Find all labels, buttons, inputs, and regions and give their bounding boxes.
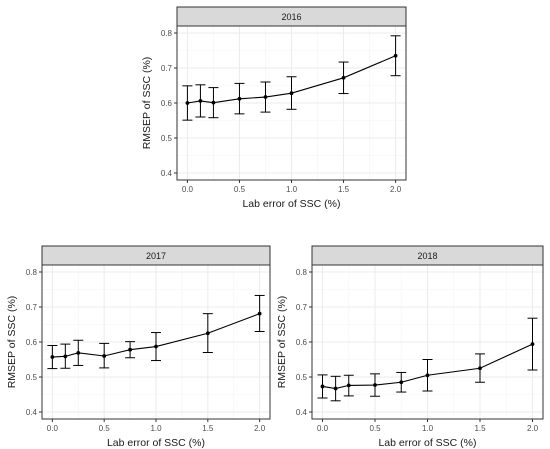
x-tick-label: 2.0: [527, 424, 539, 433]
y-tick-label: 0.5: [26, 373, 38, 382]
y-tick-label: 0.7: [161, 64, 173, 73]
x-tick-label: 2.0: [254, 424, 266, 433]
y-tick-label: 0.8: [161, 29, 173, 38]
x-tick-label: 0.5: [99, 424, 111, 433]
data-point: [333, 386, 338, 391]
y-tick-label: 0.5: [296, 373, 308, 382]
facet-strip-label: 2017: [146, 251, 166, 261]
y-tick-label: 0.8: [26, 268, 38, 277]
facet-strip-label: 2018: [417, 251, 437, 261]
x-axis-title: Lab error of SSC (%): [378, 437, 476, 449]
facet-strip: [311, 245, 544, 266]
y-axis-title: RMSEP of SSC (%): [6, 296, 18, 389]
x-axis-title: Lab error of SSC (%): [107, 437, 205, 449]
y-tick-label: 0.4: [161, 169, 173, 178]
data-point: [425, 373, 430, 378]
data-point: [346, 383, 351, 388]
x-tick-label: 0.0: [182, 185, 194, 194]
data-point: [478, 366, 482, 371]
data-point: [320, 384, 325, 389]
y-tick-label: 0.7: [26, 303, 38, 312]
data-point: [76, 350, 81, 355]
data-point: [128, 347, 132, 352]
x-tick-label: 0.5: [234, 185, 246, 194]
y-tick-label: 0.4: [26, 408, 38, 417]
y-axis-title: RMSEP of SSC (%): [141, 57, 153, 150]
facet-strip: [176, 6, 407, 27]
data-point: [154, 344, 158, 349]
data-point: [237, 96, 242, 101]
y-axis-title: RMSEP of SSC (%): [276, 296, 288, 389]
facet-strip-label: 2016: [281, 12, 301, 22]
data-point: [393, 53, 398, 58]
x-tick-label: 0.0: [47, 424, 59, 433]
x-tick-label: 1.0: [422, 424, 434, 433]
x-tick-label: 0.5: [369, 424, 381, 433]
x-tick-label: 1.5: [202, 424, 214, 433]
data-point: [263, 95, 268, 99]
y-tick-label: 0.7: [296, 303, 308, 312]
series-line: [52, 313, 260, 358]
data-point: [530, 342, 535, 346]
x-tick-label: 1.0: [286, 185, 298, 194]
x-tick-label: 1.5: [474, 424, 486, 433]
y-tick-label: 0.6: [161, 99, 173, 108]
data-point: [399, 380, 404, 385]
y-tick-label: 0.8: [296, 268, 308, 277]
data-point: [63, 354, 68, 359]
x-tick-label: 1.5: [338, 185, 350, 194]
y-tick-label: 0.6: [296, 338, 308, 347]
data-point: [50, 355, 55, 359]
chart-panel-2017: 2017 0.0 0.5 1.0 1.5 2.0 0.4 0.5 0.6 0.7 0.8 Lab er…: [6, 245, 271, 449]
data-point: [373, 383, 377, 387]
y-tick-label: 0.4: [296, 408, 308, 417]
chart-panel-2016: 2016 0.0 0.5 1.0 1.5 2.0 0.4 0.5 0.6 0.7 0.8 Lab er…: [141, 6, 407, 210]
series-line: [322, 343, 533, 390]
data-point: [341, 75, 346, 80]
facet-strip: [41, 245, 271, 266]
data-point: [205, 331, 210, 336]
data-point: [185, 101, 190, 105]
x-axis-title: Lab error of SSC (%): [242, 198, 340, 210]
series-line: [187, 55, 396, 104]
chart-panel-2018: 2018 0.0 0.5 1.0 1.5 2.0 0.4 0.5 0.6 0.7 0.8 Lab er…: [276, 245, 544, 449]
data-point: [289, 91, 294, 96]
data-point: [102, 354, 107, 358]
data-point: [211, 100, 216, 105]
x-tick-label: 0.0: [317, 424, 329, 433]
data-point: [257, 311, 262, 316]
y-tick-label: 0.6: [26, 338, 38, 347]
y-tick-label: 0.5: [161, 134, 173, 143]
x-tick-label: 2.0: [390, 185, 402, 194]
data-point: [198, 99, 203, 103]
x-tick-label: 1.0: [150, 424, 162, 433]
